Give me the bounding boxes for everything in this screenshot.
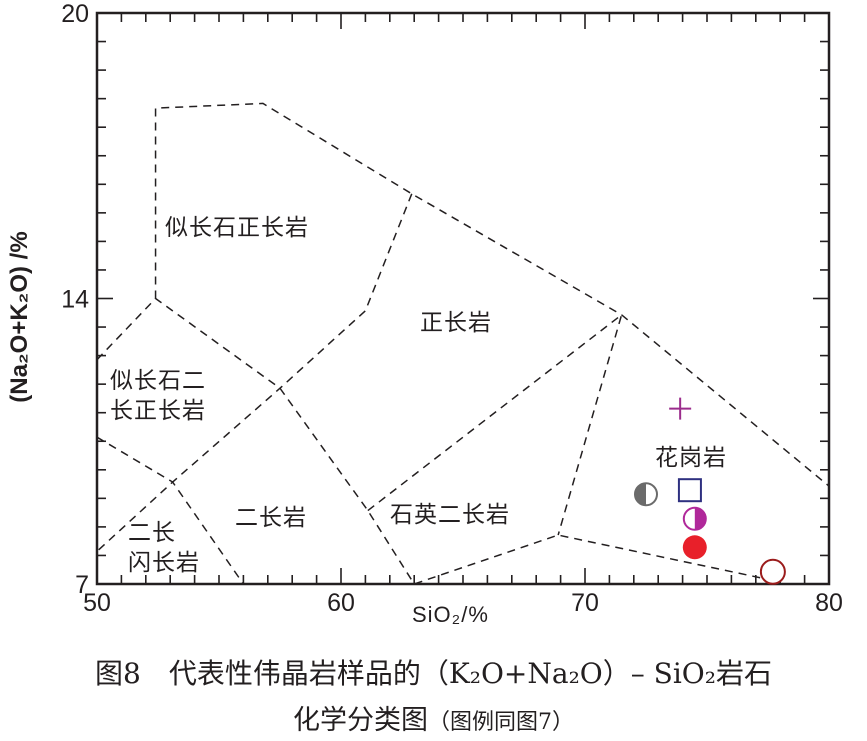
region-label-foid-monzosyenite-1: 似长石二 bbox=[110, 368, 206, 394]
caption-main: 化学分类图 bbox=[293, 705, 428, 736]
region-label-granite: 花岗岩 bbox=[655, 445, 727, 471]
x-tick-label: 80 bbox=[815, 589, 843, 617]
figure-caption-line1: 图8 代表性伟晶岩样品的（K₂O+Na₂O）– SiO₂岩石 bbox=[95, 657, 772, 690]
field-boundary bbox=[96, 297, 781, 585]
region-label-foid-monzosyenite-2: 长正长岩 bbox=[110, 398, 206, 424]
x-tick-label: 50 bbox=[83, 589, 111, 617]
y-tick-label: 20 bbox=[61, 0, 89, 28]
y-tick-label: 7 bbox=[75, 571, 89, 599]
region-label-foid-syenite: 似长石正长岩 bbox=[165, 215, 309, 241]
plot-frame bbox=[95, 11, 831, 586]
data-point-square bbox=[677, 478, 702, 503]
region-label-monzonite: 二长岩 bbox=[235, 505, 307, 531]
caption-note: （图例同图7） bbox=[428, 710, 574, 735]
x-axis-label: SiO₂/% bbox=[412, 602, 489, 627]
region-label-syenite: 正长岩 bbox=[420, 310, 492, 336]
region-label-monzodiorite-1: 二长 bbox=[128, 520, 176, 546]
field-boundary bbox=[96, 436, 245, 585]
figure-caption-line2: 化学分类图（图例同图7） bbox=[0, 698, 867, 737]
field-boundary bbox=[154, 102, 830, 487]
data-point-cross bbox=[669, 397, 692, 420]
x-tick-label: 70 bbox=[571, 589, 599, 617]
x-tick-label: 60 bbox=[327, 589, 355, 617]
y-axis-label: (Na₂O+K₂O) /% bbox=[6, 231, 33, 403]
data-point-filled-circle bbox=[682, 535, 707, 560]
data-point-half-circle-left bbox=[634, 482, 658, 507]
y-tick-label: 14 bbox=[61, 286, 89, 314]
data-point-half-circle-right bbox=[682, 506, 707, 531]
region-label-monzodiorite-2: 闪长岩 bbox=[128, 550, 200, 576]
data-point-open-circle bbox=[759, 558, 786, 585]
region-label-quartz-monzonite: 石英二长岩 bbox=[390, 502, 510, 528]
